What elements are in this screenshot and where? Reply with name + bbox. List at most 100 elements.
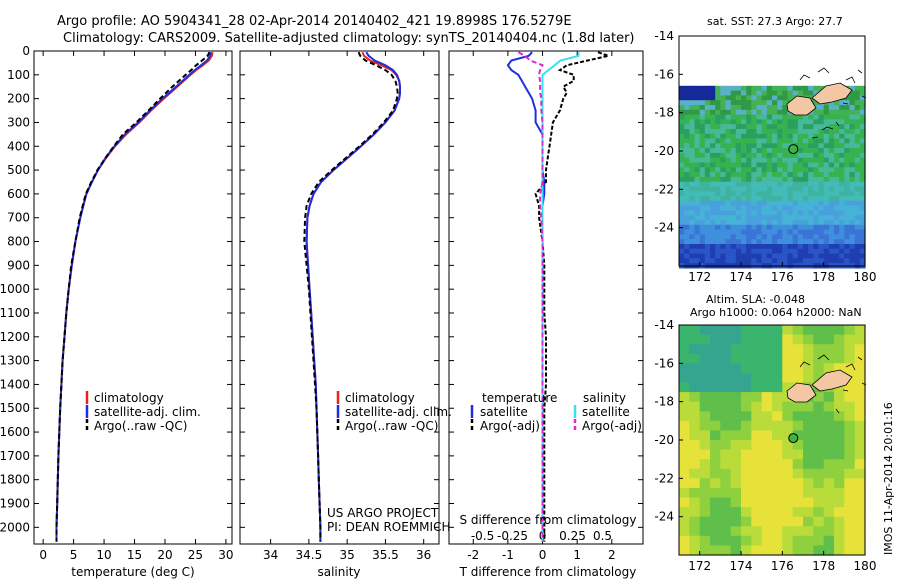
heatmap-cell [689, 85, 696, 92]
heatmap-cell [679, 449, 690, 460]
heatmap-cell [818, 181, 825, 188]
heatmap-cell [741, 516, 752, 527]
heatmap-cell [704, 191, 711, 197]
heatmap-cell [741, 167, 747, 173]
heatmap-cell [859, 114, 866, 120]
heatmap-cell [844, 497, 856, 508]
heatmap-cell [792, 507, 804, 518]
heatmap-cell [834, 516, 845, 527]
heatmap-cell [818, 162, 825, 168]
heatmap-cell [839, 234, 845, 240]
heatmap-cell [823, 334, 835, 345]
heatmap-cell [715, 138, 721, 144]
heatmap-cell [839, 224, 845, 231]
heatmap-cell [772, 114, 778, 120]
heatmap-cell [715, 229, 721, 235]
heatmap-cell [834, 248, 840, 255]
heatmap-cell [844, 239, 851, 245]
heatmap-cell [844, 162, 851, 168]
heatmap-cell [735, 133, 742, 140]
heatmap-cell [746, 90, 752, 96]
heatmap-cell [715, 172, 721, 178]
heatmap-cell [710, 468, 721, 479]
heatmap-cell [735, 85, 742, 92]
heatmap-cell [761, 129, 768, 135]
heatmap-cell [679, 205, 685, 211]
heatmap-cell [839, 239, 845, 245]
heatmap-cell [684, 205, 690, 211]
heatmap-cell [741, 468, 752, 479]
heatmap-cell [792, 181, 799, 188]
heatmap-cell [844, 516, 856, 527]
heatmap-cell [854, 535, 866, 546]
heatmap-cell [828, 205, 835, 211]
heatmap-cell [761, 200, 768, 207]
heatmap-cell [839, 210, 845, 216]
heatmap-cell [834, 105, 840, 111]
heatmap-cell [756, 143, 763, 149]
heatmap-cell [782, 119, 789, 125]
heatmap-cell [823, 449, 835, 460]
heatmap-cell [746, 100, 752, 106]
heatmap-cell [834, 430, 845, 441]
heatmap-cell [844, 119, 851, 125]
heatmap-cell [844, 487, 856, 499]
heatmap-cell [787, 138, 794, 144]
x-tick-label: -1 [502, 548, 514, 562]
heatmap-cell [741, 100, 747, 106]
heatmap-cell [839, 109, 845, 116]
heatmap-cell [715, 100, 721, 106]
temperature-axes-frame [33, 50, 233, 545]
heatmap-cell [735, 191, 742, 197]
series-line-climatology [305, 51, 401, 542]
heatmap-cell [839, 258, 845, 264]
heatmap-cell [813, 545, 825, 556]
heatmap-cell [735, 90, 742, 96]
heatmap-cell [684, 124, 690, 130]
heatmap-cell [803, 248, 809, 255]
heatmap-cell [730, 143, 737, 149]
heatmap-cell [828, 148, 835, 154]
heatmap-cell [808, 234, 814, 240]
heatmap-cell [782, 176, 789, 183]
heatmap-cell [720, 487, 732, 499]
heatmap-cell [761, 248, 768, 255]
heatmap-cell [730, 148, 737, 154]
heatmap-cell [694, 220, 701, 226]
heatmap-cell [854, 401, 866, 412]
heatmap-cell [792, 420, 804, 431]
heatmap-cell [834, 224, 840, 231]
heatmap-cell [787, 239, 794, 245]
heatmap-cell [849, 172, 856, 178]
heatmap-cell [725, 114, 732, 120]
heatmap-cell [730, 258, 737, 264]
heatmap-cell [684, 215, 690, 221]
heatmap-cell [813, 176, 820, 183]
heatmap-cell [859, 143, 866, 149]
heatmap-cell [844, 545, 856, 556]
heatmap-cell [854, 152, 861, 159]
difference-axes-frame [448, 50, 644, 545]
heatmap-cell [725, 239, 732, 245]
heatmap-cell [761, 344, 773, 355]
heatmap-cell [751, 162, 758, 168]
heatmap-cell [689, 516, 701, 527]
heatmap-cell [792, 157, 799, 164]
heatmap-cell [782, 353, 794, 364]
heatmap-cell [684, 129, 690, 135]
heatmap-cell [710, 124, 716, 130]
heatmap-cell [735, 205, 742, 211]
heatmap-cell [699, 420, 711, 431]
heatmap-cell [828, 196, 835, 202]
heatmap-cell [839, 186, 845, 192]
heatmap-cell [766, 215, 773, 221]
legend-label-t-argo: Argo(-adj) [480, 419, 540, 433]
y-tick-label: 100 [7, 68, 30, 82]
heatmap-cell [710, 176, 716, 183]
heatmap-cell [715, 258, 721, 264]
heatmap-cell [715, 181, 721, 188]
heatmap-cell [741, 363, 752, 374]
heatmap-cell [699, 344, 711, 355]
heatmap-cell [761, 325, 773, 336]
heatmap-cell [813, 172, 820, 178]
